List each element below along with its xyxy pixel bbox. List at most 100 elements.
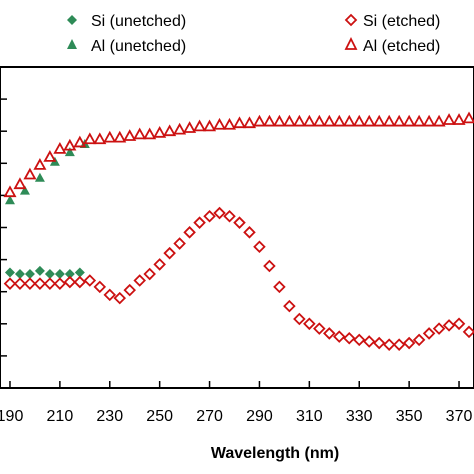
- legend-label-al-etched: Al (etched): [363, 38, 440, 55]
- marker-series-3-point-26: [262, 114, 276, 127]
- marker-series-0-point-2: [24, 269, 35, 280]
- marker-series-2-point-41: [412, 333, 426, 347]
- marker-series-2-point-13: [133, 274, 146, 287]
- x-axis-ticks: [9, 381, 460, 388]
- marker-series-3-point-39: [392, 114, 406, 127]
- marker-series-2-point-37: [372, 336, 386, 350]
- marker-series-3-point-45: [452, 113, 466, 125]
- marker-series-3-point-6: [63, 138, 77, 151]
- marker-series-3-point-4: [43, 150, 57, 162]
- marker-series-3-point-38: [382, 114, 396, 127]
- x-tick-label-0: 190: [0, 408, 23, 425]
- marker-series-3-point-9: [93, 132, 107, 145]
- marker-series-2-point-36: [362, 335, 376, 348]
- marker-series-2-point-17: [173, 237, 186, 250]
- marker-series-2-point-2: [23, 277, 37, 290]
- x-tick-label-7: 330: [346, 408, 373, 425]
- marker-series-2-point-15: [153, 258, 166, 271]
- marker-series-3-point-37: [372, 114, 386, 127]
- marker-series-3-point-1: [13, 177, 27, 190]
- marker-series-2-point-21: [213, 206, 226, 220]
- legend-label-si-unetched: Si (unetched): [91, 13, 186, 30]
- marker-series-3-point-28: [282, 114, 296, 127]
- marker-series-2-point-40: [402, 336, 416, 350]
- marker-series-2-point-45: [452, 317, 466, 331]
- marker-series-2-point-9: [93, 280, 107, 294]
- legend-label-si-etched: Si (etched): [363, 13, 440, 30]
- marker-series-3-point-42: [422, 114, 436, 127]
- marker-series-3-point-31: [312, 114, 326, 127]
- marker-series-2-point-26: [263, 259, 276, 273]
- marker-series-2-point-4: [43, 277, 57, 290]
- marker-series-2-point-43: [432, 322, 446, 335]
- marker-series-3-point-41: [412, 114, 426, 127]
- marker-series-3-point-25: [252, 114, 266, 127]
- x-tick-label-1: 210: [47, 408, 74, 425]
- marker-series-0-point-6: [64, 269, 75, 280]
- marker-series-0-point-0: [4, 267, 15, 278]
- legend-marker-si-etched: [344, 13, 358, 27]
- marker-series-2-point-0: [3, 277, 17, 290]
- marker-series-2-point-7: [73, 275, 87, 289]
- y-axis-ticks: [0, 98, 7, 357]
- marker-series-3-point-36: [362, 114, 376, 127]
- marker-series-3-point-22: [222, 117, 237, 130]
- marker-series-3-point-33: [332, 114, 346, 127]
- marker-series-3-point-23: [232, 116, 247, 129]
- marker-series-2-point-10: [103, 288, 117, 302]
- marker-series-3-point-24: [242, 116, 257, 129]
- marker-series-3-point-18: [183, 121, 197, 133]
- marker-series-0-point-5: [54, 269, 65, 280]
- marker-series-2-point-44: [442, 319, 456, 332]
- legend-item-si-unetched: Si (unetched): [67, 13, 186, 30]
- marker-series-0-point-4: [44, 269, 55, 280]
- marker-series-2-point-5: [53, 277, 67, 290]
- marker-series-2-point-18: [183, 226, 196, 239]
- marker-series-2-point-23: [233, 216, 246, 229]
- marker-series-2-point-39: [392, 338, 406, 351]
- marker-series-3-point-19: [193, 119, 207, 132]
- legend-marker-si-unetched: [67, 15, 77, 25]
- marker-series-3-point-29: [292, 114, 306, 127]
- marker-series-1-point-1: [19, 185, 30, 195]
- marker-series-2-point-32: [323, 327, 336, 340]
- legend-marker-al-etched: [344, 36, 358, 50]
- marker-series-3-point-15: [153, 125, 167, 138]
- marker-series-2-point-1: [13, 277, 27, 290]
- marker-series-0-point-7: [74, 267, 85, 278]
- marker-series-3-point-21: [213, 117, 227, 130]
- marker-series-2-point-31: [313, 322, 326, 335]
- marker-series-3-point-2: [23, 167, 37, 180]
- marker-series-3-point-44: [442, 113, 456, 125]
- legend: Si (unetched) Al (unetched) Si (etched) …: [67, 13, 440, 55]
- marker-series-3-point-12: [123, 129, 137, 141]
- marker-series-3-point-0: [3, 185, 17, 198]
- marker-series-2-point-38: [382, 338, 396, 351]
- marker-series-3-point-17: [173, 122, 187, 135]
- marker-series-2-point-20: [203, 209, 216, 223]
- marker-series-3-point-7: [73, 135, 87, 148]
- marker-series-3-point-3: [33, 158, 47, 170]
- legend-item-al-etched: Al (etched): [344, 36, 440, 55]
- x-tick-label-4: 270: [196, 408, 223, 425]
- marker-series-2-point-14: [143, 267, 156, 281]
- x-tick-label-9: 370: [446, 408, 473, 425]
- marker-series-2-point-46: [462, 325, 474, 339]
- legend-marker-al-unetched: [67, 39, 77, 49]
- marker-series-2-point-11: [113, 291, 127, 305]
- marker-series-3-point-20: [203, 119, 217, 132]
- marker-series-2-point-24: [243, 226, 256, 239]
- marker-series-3-point-11: [113, 130, 127, 143]
- marker-series-1-point-2: [34, 172, 45, 182]
- marker-series-3-point-13: [133, 127, 147, 140]
- marker-series-2-point-16: [163, 246, 176, 260]
- marker-series-3-point-30: [302, 114, 316, 127]
- marker-series-2-point-19: [193, 216, 206, 229]
- marker-series-2-point-35: [352, 333, 366, 347]
- marker-series-2-point-12: [123, 283, 136, 297]
- marker-series-2-point-27: [273, 280, 286, 294]
- x-tick-label-6: 310: [296, 408, 323, 425]
- marker-series-1-point-0: [4, 195, 15, 205]
- marker-series-2-point-8: [83, 274, 97, 287]
- marker-series-3-point-16: [163, 124, 177, 137]
